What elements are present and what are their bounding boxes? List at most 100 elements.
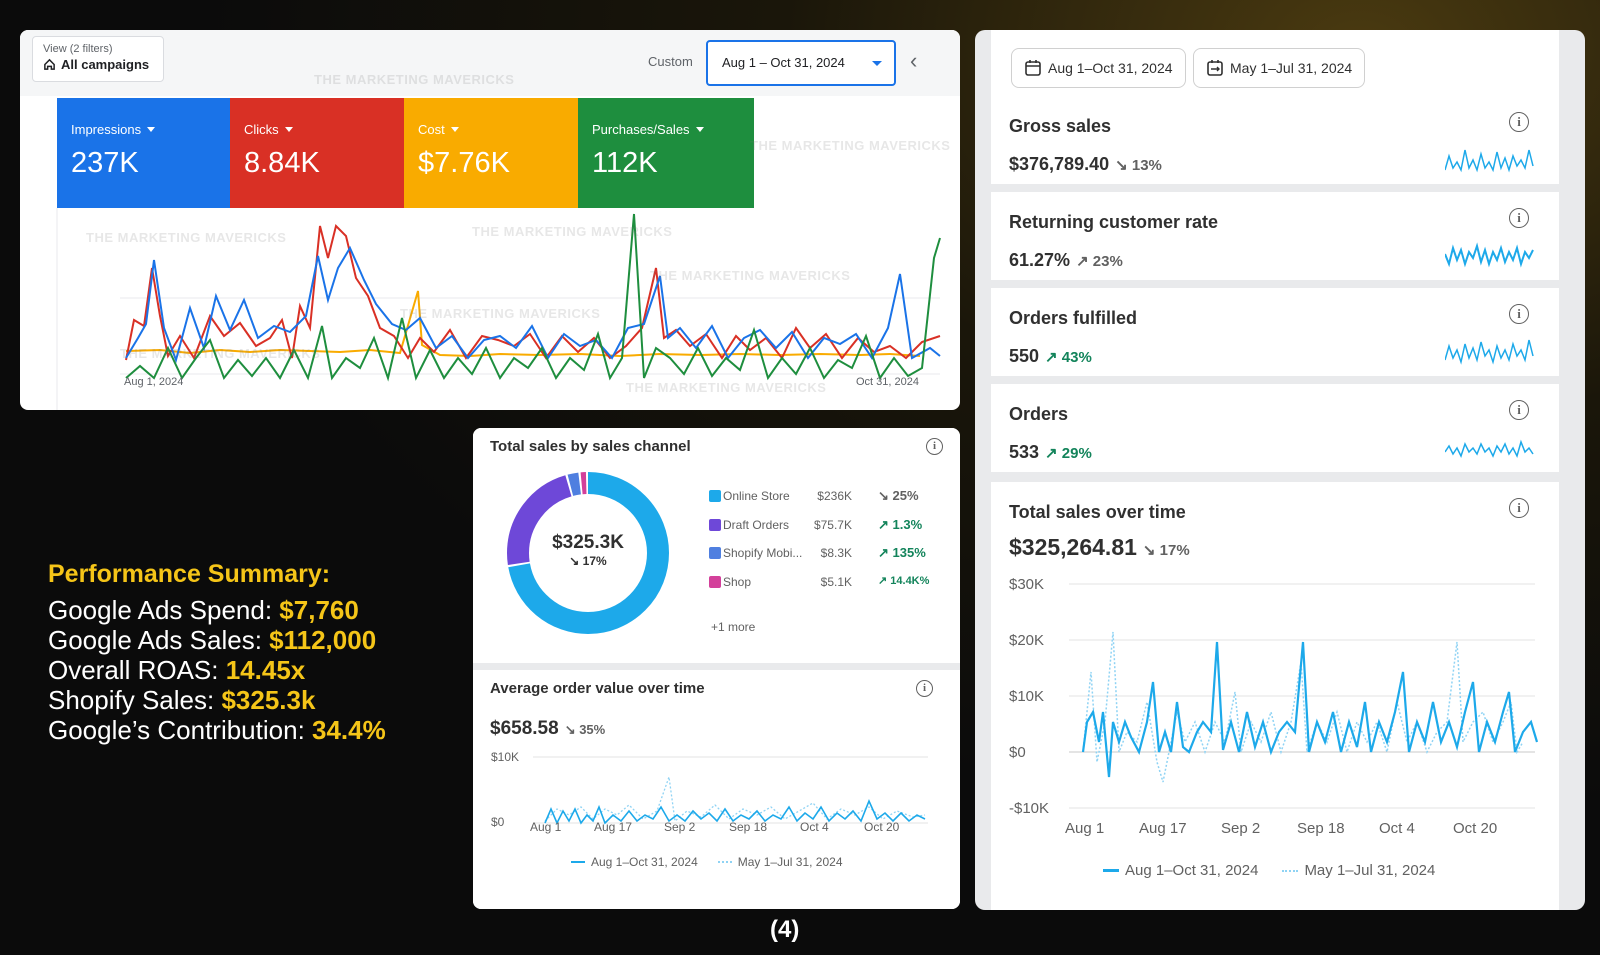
x-axis-label: Sep 2 <box>1221 820 1261 837</box>
metric-label: Clicks <box>244 122 279 137</box>
metric-card-cost[interactable]: Cost $7.76K <box>404 98 580 208</box>
legend-value: $5.1K <box>820 575 852 589</box>
x-axis-label: Oct 4 <box>800 820 829 834</box>
legend-line-previous <box>717 861 732 863</box>
total-sales-value: $325,264.81 <box>1009 534 1137 560</box>
summary-line: Overall ROAS: 14.45x <box>48 655 386 685</box>
metric-card-clicks[interactable]: Clicks 8.84K <box>230 98 406 208</box>
x-axis-end-label: Oct 31, 2024 <box>856 376 919 388</box>
sparkline <box>1445 242 1534 268</box>
donut-center-value: $325.3K <box>552 532 624 553</box>
kpi-orders[interactable]: Orders i 533 ↗ 29% <box>991 384 1559 472</box>
kpi-change: ↘ 13% <box>1115 157 1162 174</box>
legend-change: ↗ 14.4K% <box>878 575 930 587</box>
watermark: THE MARKETING MAVERICKS <box>400 306 601 321</box>
metric-card-purchases[interactable]: Purchases/Sales 112K <box>578 98 754 208</box>
aov-value: $658.58 <box>490 718 559 739</box>
legend-line-current <box>571 861 585 863</box>
legend-previous: May 1–Jul 31, 2024 <box>1304 862 1436 879</box>
date-range-value: Aug 1 – Oct 31, 2024 <box>722 55 845 70</box>
summary-value: $112,000 <box>269 625 377 655</box>
info-icon[interactable]: i <box>916 680 933 697</box>
legend-item[interactable]: Shopify Mobi... $8.3K ↗ 135% <box>709 545 934 561</box>
page-number: (4) <box>770 916 800 943</box>
y-axis-label: $0 <box>491 815 505 829</box>
summary-line: Google Ads Spend: $7,760 <box>48 595 386 625</box>
donut-center: $325.3K ↘ 17% <box>528 532 648 568</box>
legend-change: ↘ 25% <box>878 488 919 503</box>
total-sales-change: ↘ 17% <box>1142 542 1190 559</box>
performance-summary: Performance Summary: Google Ads Spend: $… <box>48 560 386 745</box>
donut-slice-0[interactable] <box>507 472 669 634</box>
metric-label-row: Impressions <box>71 122 219 137</box>
x-axis-label: Aug 1 <box>1065 820 1105 837</box>
info-icon[interactable]: i <box>1509 498 1529 518</box>
date-range-select[interactable]: Aug 1 – Oct 31, 2024 <box>706 40 896 86</box>
metric-value: $7.76K <box>418 147 510 179</box>
y-axis-label: $10K <box>491 750 520 764</box>
x-axis-start-label: Aug 1, 2024 <box>124 376 184 388</box>
more-channels-link[interactable]: +1 more <box>711 620 756 634</box>
home-icon <box>44 58 55 70</box>
x-axis-label: Sep 18 <box>729 820 768 834</box>
legend-value: $75.7K <box>813 518 852 532</box>
kpi-value-row: 61.27% ↗ 23% <box>1009 250 1123 271</box>
shopify-analytics-panel: Aug 1–Oct 31, 2024 May 1–Jul 31, 2024 Gr… <box>975 30 1585 910</box>
legend-value: $236K <box>817 489 852 503</box>
sales-by-channel-card: Total sales by sales channel i $325.3K ↘… <box>473 428 960 663</box>
ads-performance-chart <box>56 208 941 410</box>
metric-label: Cost <box>418 122 445 137</box>
card-title: Average order value over time <box>490 680 705 697</box>
kpi-orders-fulfilled[interactable]: Orders fulfilled i 550 ↗ 43% <box>991 288 1559 376</box>
view-value: All campaigns <box>61 57 150 72</box>
kpi-value: 550 <box>1009 346 1040 366</box>
date-current-label: Aug 1–Oct 31, 2024 <box>1048 60 1173 76</box>
legend-swatch <box>709 547 721 559</box>
kpi-returning-rate[interactable]: Returning customer rate i 61.27% ↗ 23% <box>991 192 1559 280</box>
kpi-value-row: $376,789.40 ↘ 13% <box>1009 154 1162 175</box>
donut-slice-1[interactable] <box>507 472 669 634</box>
kpi-gross-sales[interactable]: Gross sales i $376,789.40 ↘ 13% <box>991 96 1559 184</box>
donut-center-change: ↘ 17% <box>569 554 607 568</box>
info-icon[interactable]: i <box>1509 112 1529 132</box>
date-picker-current[interactable]: Aug 1–Oct 31, 2024 <box>1011 48 1186 88</box>
metric-card-impressions[interactable]: Impressions 237K <box>57 98 233 208</box>
x-axis-label: Aug 1 <box>530 820 562 834</box>
clicks-series <box>125 224 941 361</box>
legend-name: Shop <box>723 575 752 589</box>
watermark: THE MARKETING MAVERICKS <box>86 230 287 245</box>
legend-item[interactable]: Draft Orders $75.7K ↗ 1.3% <box>709 517 934 533</box>
summary-label: Google Ads Sales: <box>48 625 270 655</box>
x-axis-label: Oct 20 <box>864 820 900 834</box>
legend-line-current <box>1103 869 1119 872</box>
metric-label-row: Clicks <box>244 122 392 137</box>
summary-label: Shopify Sales: <box>48 685 222 715</box>
legend-item[interactable]: Shop $5.1K ↗ 14.4K% <box>709 574 934 590</box>
legend-item[interactable]: Online Store $236K ↘ 25% <box>709 488 934 504</box>
watermark: THE MARKETING MAVERICKS <box>650 268 851 283</box>
aov-legend: Aug 1–Oct 31, 2024 May 1–Jul 31, 2024 <box>571 855 843 869</box>
info-icon[interactable]: i <box>1509 304 1529 324</box>
dropdown-icon <box>147 127 156 132</box>
summary-title: Performance Summary: <box>48 560 331 588</box>
summary-value: 34.4% <box>312 715 386 745</box>
chevron-left-icon[interactable]: ‹ <box>910 48 918 73</box>
info-icon[interactable]: i <box>1509 208 1529 228</box>
y-axis-label: $20K <box>1009 632 1045 649</box>
dropdown-caret-icon <box>872 61 882 66</box>
cost-series <box>125 290 921 358</box>
x-axis-label: Oct 4 <box>1379 820 1415 837</box>
total-value-row: $325,264.81 ↘ 17% <box>1009 534 1190 561</box>
info-icon[interactable]: i <box>926 438 943 455</box>
info-icon[interactable]: i <box>1509 400 1529 420</box>
summary-line: Google’s Contribution: 34.4% <box>48 715 386 745</box>
date-picker-compare[interactable]: May 1–Jul 31, 2024 <box>1193 48 1366 88</box>
calendar-compare-icon <box>1207 60 1223 76</box>
legend-swatch <box>709 490 721 502</box>
total-current-series <box>1081 641 1539 778</box>
legend-swatch <box>709 576 721 588</box>
channel-donut-chart <box>507 472 669 634</box>
custom-label: Custom <box>648 54 693 69</box>
campaign-view-selector[interactable]: View (2 filters) All campaigns <box>32 36 164 82</box>
kpi-title: Orders <box>1009 404 1069 424</box>
